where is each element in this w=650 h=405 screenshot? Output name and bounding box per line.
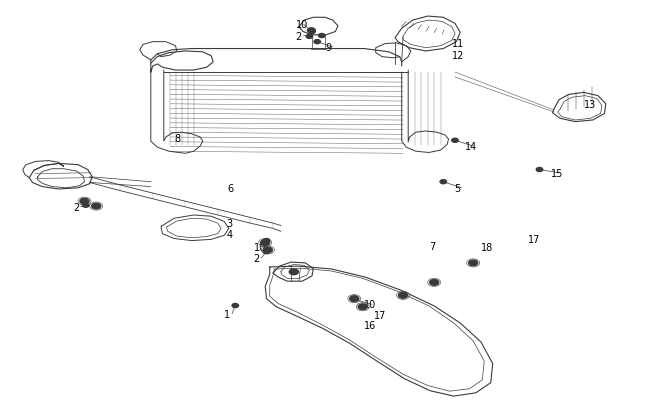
- Circle shape: [430, 280, 439, 286]
- Circle shape: [263, 247, 272, 253]
- Text: 17: 17: [374, 310, 387, 320]
- Circle shape: [263, 239, 270, 243]
- Text: 6: 6: [227, 183, 233, 193]
- Text: 16: 16: [364, 320, 376, 330]
- Circle shape: [358, 304, 367, 310]
- Text: 9: 9: [325, 43, 331, 53]
- Circle shape: [232, 304, 239, 308]
- Circle shape: [452, 139, 458, 143]
- Text: 2: 2: [254, 254, 260, 263]
- Text: 12: 12: [452, 51, 464, 61]
- Circle shape: [350, 296, 359, 302]
- Text: 2: 2: [296, 32, 302, 41]
- Circle shape: [306, 35, 313, 39]
- Text: 4: 4: [226, 230, 232, 240]
- Circle shape: [92, 204, 101, 209]
- Text: 7: 7: [429, 241, 436, 251]
- Circle shape: [314, 40, 320, 45]
- Circle shape: [261, 240, 270, 246]
- Circle shape: [469, 260, 478, 266]
- Circle shape: [440, 180, 447, 184]
- Circle shape: [83, 204, 89, 208]
- Text: 15: 15: [551, 168, 564, 178]
- Circle shape: [536, 168, 543, 172]
- Circle shape: [318, 34, 325, 38]
- Text: 8: 8: [174, 134, 180, 143]
- Circle shape: [263, 250, 270, 254]
- Text: 1: 1: [224, 309, 230, 319]
- Text: 13: 13: [584, 100, 596, 109]
- Circle shape: [289, 269, 298, 275]
- Text: 10: 10: [254, 242, 266, 252]
- Text: 18: 18: [481, 242, 493, 252]
- Text: 2: 2: [73, 202, 79, 212]
- Text: 17: 17: [528, 235, 540, 245]
- Text: 11: 11: [452, 39, 464, 49]
- Circle shape: [309, 30, 315, 34]
- Text: 3: 3: [226, 219, 232, 228]
- Text: 5: 5: [454, 183, 460, 193]
- Text: 10: 10: [296, 20, 308, 30]
- Circle shape: [351, 298, 358, 302]
- Circle shape: [80, 199, 89, 205]
- Text: 10: 10: [364, 300, 376, 309]
- Circle shape: [398, 293, 408, 298]
- Text: 14: 14: [465, 142, 478, 151]
- Circle shape: [307, 29, 315, 34]
